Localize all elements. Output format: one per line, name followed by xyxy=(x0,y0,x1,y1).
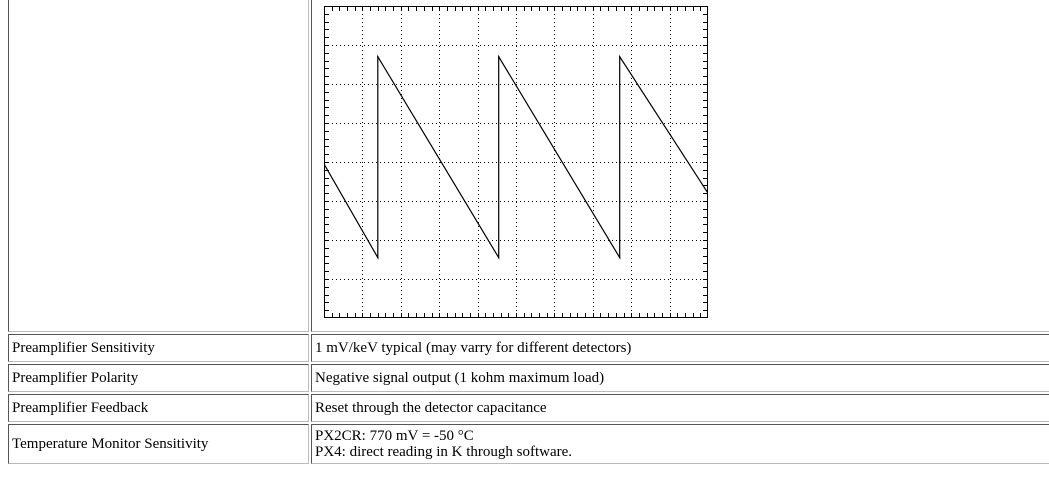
row-label: Temperature Monitor Sensitivity xyxy=(8,424,309,464)
series-point xyxy=(498,257,500,259)
table-row: Preamplifier Sensitivity 1 mV/keV typica… xyxy=(8,334,1049,362)
row-value: Reset through the detector capacitance xyxy=(311,394,1049,422)
series-point xyxy=(619,56,621,58)
row-value: PX2CR: 770 mV = -50 °C PX4: direct readi… xyxy=(311,424,1049,464)
temperature-line-px4: PX4: direct reading in K through softwar… xyxy=(315,444,573,460)
series-point xyxy=(324,163,325,165)
oscilloscope-label-cell xyxy=(8,0,309,332)
oscilloscope-trace-chart xyxy=(324,6,708,318)
table-row: Preamplifier Polarity Negative signal ou… xyxy=(8,364,1049,392)
oscilloscope-row xyxy=(8,0,1049,332)
row-label: Preamplifier Feedback xyxy=(8,394,309,422)
series-point xyxy=(707,192,708,194)
row-label: Preamplifier Sensitivity xyxy=(8,334,309,362)
table-row: Temperature Monitor Sensitivity PX2CR: 7… xyxy=(8,424,1049,464)
series-line-0 xyxy=(324,54,708,260)
row-value: Negative signal output (1 kohm maximum l… xyxy=(311,364,1049,392)
oscilloscope-image-cell xyxy=(311,0,1049,332)
spec-table: Preamplifier Sensitivity 1 mV/keV typica… xyxy=(6,0,1049,466)
series-point xyxy=(619,257,621,259)
chart-frame xyxy=(324,6,708,318)
series-point xyxy=(377,56,379,58)
series-point xyxy=(498,56,500,58)
temperature-line-px2cr: PX2CR: 770 mV = -50 °C xyxy=(315,428,474,444)
row-label: Preamplifier Polarity xyxy=(8,364,309,392)
row-value: 1 mV/keV typical (may varry for differen… xyxy=(311,334,1049,362)
table-row: Preamplifier Feedback Reset through the … xyxy=(8,394,1049,422)
chart-series xyxy=(324,54,708,260)
series-point xyxy=(377,257,379,259)
